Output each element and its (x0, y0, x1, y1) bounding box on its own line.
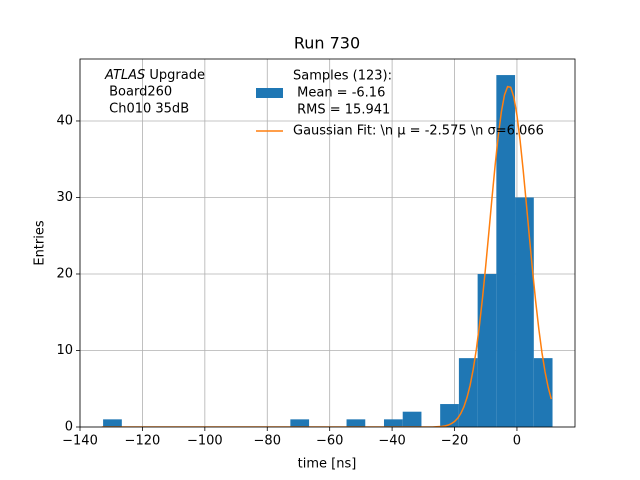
histogram-bar (103, 419, 122, 427)
fit-line (101, 85, 553, 427)
annotation-line: Upgrade (145, 68, 205, 83)
legend-swatch (256, 88, 283, 98)
histogram-bar (346, 419, 366, 427)
series-layer (101, 75, 553, 427)
annotation-emphasis: ATLAS (104, 68, 145, 83)
histogram-bar (383, 419, 403, 427)
chart-title: Run 730 (294, 34, 360, 53)
annotation-line: Ch010 35dB (105, 102, 189, 117)
axes-frame (79, 58, 576, 428)
y-tick-label: 10 (56, 343, 73, 358)
histogram-bar (290, 419, 310, 427)
histogram-bar (533, 358, 553, 427)
histogram-bar (477, 273, 497, 427)
y-tick-label: 40 (56, 113, 73, 128)
x-tick-label: 0 (513, 434, 521, 449)
x-axis-label: time [ns] (298, 457, 357, 472)
x-tick-label: −80 (254, 434, 281, 449)
y-tick-label: 0 (65, 420, 73, 435)
legend-label: RMS = 15.941 (293, 103, 390, 118)
annotation: ATLAS Upgrade (104, 68, 205, 83)
legend-label: Gaussian Fit: \n μ = -2.575 \n σ=6.066 (293, 124, 544, 139)
x-tick-label: −120 (125, 434, 161, 449)
histogram-bar (440, 404, 459, 427)
legend-label: Samples (123): (293, 69, 392, 84)
x-tick-label: −140 (62, 434, 98, 449)
legend-label: Mean = -6.16 (293, 86, 385, 101)
x-tick-label: −100 (187, 434, 223, 449)
y-tick-label: 30 (56, 190, 73, 205)
x-tick-label: −60 (316, 434, 343, 449)
histogram-bar (515, 197, 534, 427)
x-tick-label: −20 (441, 434, 468, 449)
x-tick-label: −40 (378, 434, 405, 449)
histogram-bar (402, 411, 422, 427)
annotation-line: Board260 (105, 85, 172, 100)
y-tick-label: 20 (56, 266, 73, 281)
histogram-bar (496, 75, 516, 427)
y-axis-label: Entries (33, 220, 48, 266)
